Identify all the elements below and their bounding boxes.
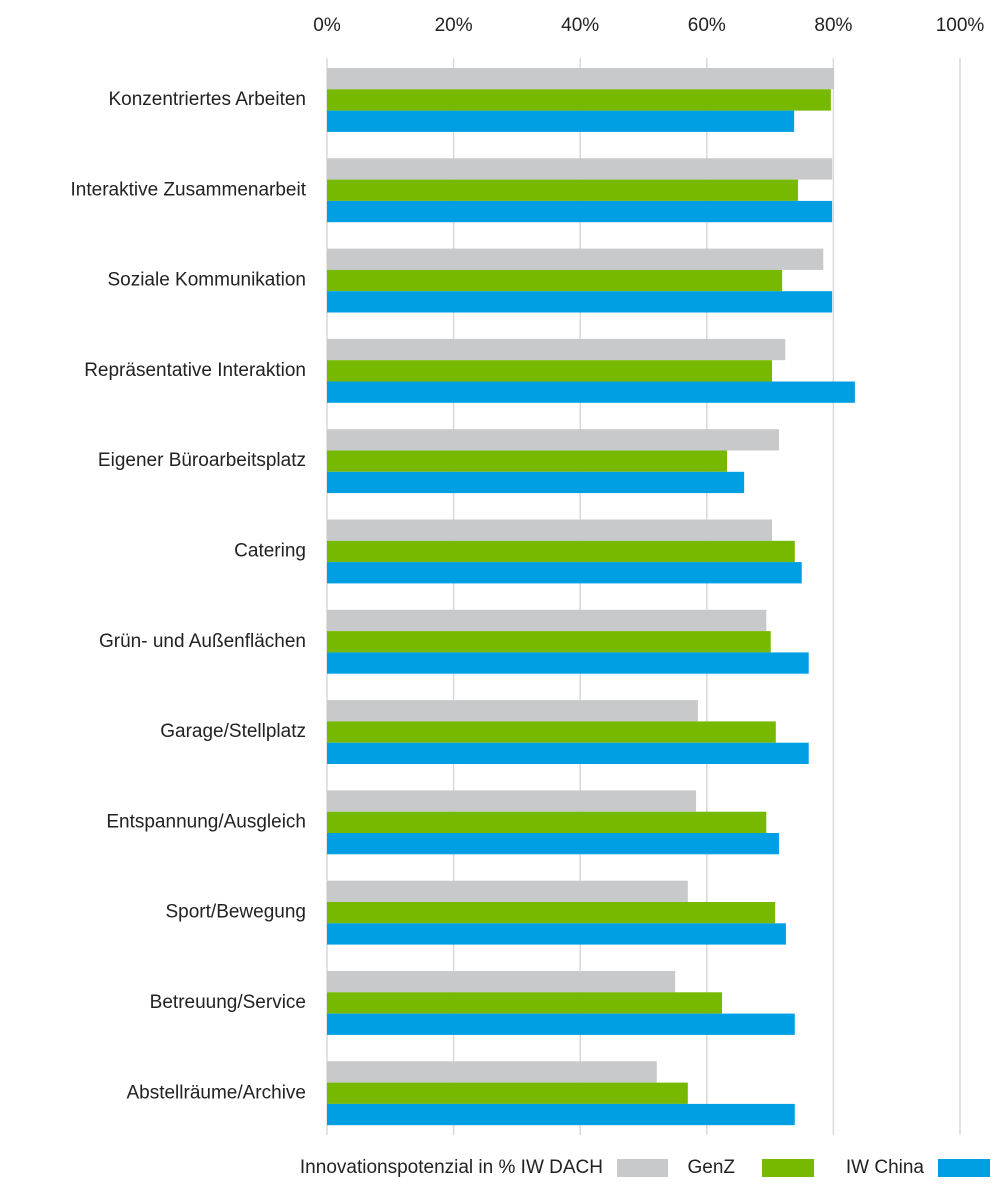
bar xyxy=(327,833,779,855)
legend-swatch xyxy=(617,1159,668,1177)
bar xyxy=(327,291,833,313)
bar xyxy=(327,158,833,180)
bar xyxy=(327,811,767,833)
bar xyxy=(327,631,771,653)
bar xyxy=(327,652,809,674)
bar xyxy=(327,519,772,541)
category-label: Interaktive Zusammenarbeit xyxy=(71,179,307,200)
bar xyxy=(327,1082,688,1104)
legend-entry: IW China xyxy=(846,1157,925,1178)
bar xyxy=(327,992,722,1014)
x-tick-label: 0% xyxy=(313,15,341,36)
bar xyxy=(327,200,833,223)
legend-swatch xyxy=(938,1159,990,1177)
category-label: Sport/Bewegung xyxy=(166,902,307,923)
category-label: Catering xyxy=(234,540,306,561)
bar xyxy=(327,1061,657,1083)
legend-swatch xyxy=(762,1159,814,1177)
category-label: Konzentriertes Arbeiten xyxy=(108,89,306,110)
bar xyxy=(327,540,795,563)
bar xyxy=(327,971,676,993)
bar xyxy=(327,700,698,722)
bar xyxy=(327,562,802,584)
bar xyxy=(327,429,779,451)
x-tick-label: 80% xyxy=(814,15,852,36)
legend-entry: GenZ xyxy=(687,1157,735,1178)
x-tick-label: 60% xyxy=(688,15,726,36)
category-label: Eigener Büroarbeitsplatz xyxy=(98,450,306,471)
bar xyxy=(327,902,776,924)
category-label: Soziale Kommunikation xyxy=(107,270,306,291)
bar xyxy=(327,248,824,270)
bar xyxy=(327,721,776,743)
x-axis-label: Innovationspotenzial in % xyxy=(300,1157,516,1178)
category-label: Grün- und Außenflächen xyxy=(99,631,306,652)
bar xyxy=(327,609,767,632)
category-label: Betreuung/Service xyxy=(150,992,306,1013)
bar xyxy=(327,110,795,132)
bar xyxy=(327,269,783,292)
bar xyxy=(327,68,835,90)
bar xyxy=(327,381,855,403)
x-tick-label: 100% xyxy=(936,15,985,36)
category-label: Abstellräume/Archive xyxy=(126,1082,306,1103)
x-tick-label: 20% xyxy=(435,15,473,36)
legend-entry: IW DACH xyxy=(521,1157,603,1178)
bar xyxy=(327,360,772,382)
bar xyxy=(327,742,809,764)
bar xyxy=(327,1103,795,1126)
bar xyxy=(327,89,831,111)
bar xyxy=(327,338,786,361)
legend-label: Innovationspotenzial in % IW DACH xyxy=(300,1157,603,1178)
bar xyxy=(327,923,786,945)
bar xyxy=(327,1013,795,1035)
bar xyxy=(327,450,728,472)
category-label: Repräsentative Interaktion xyxy=(84,360,306,381)
bar xyxy=(327,790,697,812)
x-tick-label: 40% xyxy=(561,15,599,36)
bar xyxy=(327,880,688,902)
category-label: Garage/Stellplatz xyxy=(160,721,306,742)
bar xyxy=(327,471,745,494)
category-label: Entspannung/Ausgleich xyxy=(106,811,306,832)
bar xyxy=(327,179,798,201)
